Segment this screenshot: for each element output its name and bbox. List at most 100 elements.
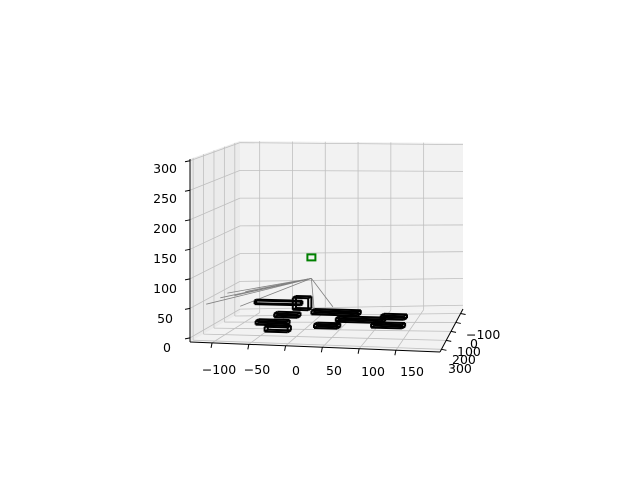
- box-wireframe: [253, 298, 304, 307]
- box-wireframe: [370, 321, 407, 330]
- box-edge: [274, 316, 298, 319]
- z-gridline-back: [239, 304, 464, 310]
- z-gridline-left: [189, 281, 241, 309]
- x-tick-mark: [247, 344, 250, 350]
- y-gridline-floor: [193, 339, 442, 350]
- x-gridline-floor: [211, 312, 260, 344]
- z-gridline-back: [239, 170, 464, 172]
- z-tick-mark: [184, 278, 191, 281]
- box-edge: [258, 321, 290, 325]
- y-axis-line: [439, 308, 464, 353]
- box-edge: [277, 310, 301, 314]
- x-tick-label: 0: [292, 363, 300, 378]
- ray-line: [311, 278, 315, 312]
- box-edge: [380, 318, 404, 321]
- box-edge: [335, 317, 383, 321]
- z-tick-mark: [184, 337, 191, 340]
- box-edge: [383, 312, 408, 316]
- z-tick-label: 100: [153, 281, 177, 296]
- z-tick-mark: [184, 189, 191, 192]
- x-tick-mark: [394, 350, 397, 356]
- z-gridline-back: [239, 142, 464, 146]
- y-tick-label: 200: [452, 352, 476, 367]
- z-gridline-left: [189, 142, 241, 162]
- box-edge: [338, 315, 386, 319]
- z-tick-label: 50: [157, 311, 173, 326]
- box-edge: [254, 303, 301, 307]
- x-tick-labels: −100 −50 0 50 100 150: [202, 362, 424, 379]
- box-wireframe: [313, 321, 342, 330]
- y-tick-mark: [455, 321, 461, 324]
- x-tick-label: 100: [361, 364, 385, 379]
- z-tick-label: 150: [153, 251, 177, 266]
- ray-line: [245, 278, 312, 292]
- box-edge: [255, 320, 287, 323]
- box-edge: [311, 309, 358, 313]
- box-edge: [264, 330, 288, 334]
- y-tick-mark: [450, 330, 457, 333]
- z-gridline-left: [189, 253, 241, 280]
- z-gridline-back: [239, 278, 464, 282]
- x-tick-label: −50: [244, 362, 270, 377]
- box-edge: [371, 323, 402, 326]
- box-wireframe: [273, 310, 302, 319]
- z-gridline-left: [189, 197, 241, 221]
- x-tick-label: 150: [400, 364, 424, 379]
- y-tick-label: −100: [466, 327, 500, 342]
- y-tick-labels: −100 0 100 200 300: [448, 327, 500, 376]
- box-wireframe: [310, 308, 362, 317]
- box-edge: [338, 319, 386, 323]
- marker-series: [306, 253, 317, 262]
- y-tick-label: 300: [448, 361, 472, 376]
- box-series: [253, 295, 408, 334]
- z-gridline-back: [239, 224, 464, 227]
- z-tick-mark: [184, 248, 191, 251]
- z-gridline-left: [189, 225, 241, 250]
- ray-line: [240, 278, 312, 307]
- box-edge: [267, 324, 291, 327]
- z-gridline-back: [239, 251, 464, 255]
- x-tick-mark: [320, 347, 323, 353]
- z-tick-labels: 0 50 100 150 200 250 300: [153, 161, 177, 355]
- box-edge: [258, 318, 290, 321]
- y-gridline-floor: [203, 333, 447, 341]
- x-tick-label: 50: [326, 363, 342, 378]
- box-edge: [374, 321, 406, 324]
- box-wireframe: [379, 312, 408, 321]
- x-tick-mark: [284, 345, 287, 351]
- x-tick-mark: [210, 342, 213, 348]
- z-tick-label: 0: [163, 340, 171, 355]
- y-tick-mark: [460, 312, 466, 315]
- y-gridline-floor: [213, 327, 452, 332]
- box-edge: [374, 324, 406, 328]
- box-edge: [317, 321, 341, 325]
- z-tick-label: 200: [153, 221, 177, 236]
- box-edge: [371, 326, 402, 330]
- box-edge: [254, 299, 301, 303]
- axes-3d: [184, 141, 466, 356]
- box-edge: [311, 313, 358, 317]
- x-gridline-floor: [285, 311, 326, 347]
- z-tick-mark: [184, 160, 191, 163]
- z-tick-mark: [184, 307, 191, 310]
- z-tick-label: 250: [153, 191, 177, 206]
- box-wireframe: [263, 324, 292, 334]
- pane-left: [190, 141, 240, 342]
- data-layer: [206, 253, 408, 334]
- z-gridline-left: [189, 170, 241, 191]
- marker-point: [306, 253, 317, 262]
- y-tick-mark: [446, 339, 452, 342]
- ray-series: [206, 278, 334, 312]
- box-edge: [314, 308, 361, 312]
- y-tick-label: 0: [470, 336, 478, 351]
- x-tick-mark: [357, 348, 360, 354]
- y-tick-label: 100: [457, 344, 481, 359]
- z-tick-mark: [184, 219, 191, 222]
- axis-lines: [184, 159, 466, 356]
- ray-line: [311, 278, 334, 308]
- x-axis-line: [189, 341, 441, 353]
- ray-line: [206, 278, 312, 305]
- box-edge: [314, 311, 361, 315]
- y-tick-mark: [441, 348, 447, 351]
